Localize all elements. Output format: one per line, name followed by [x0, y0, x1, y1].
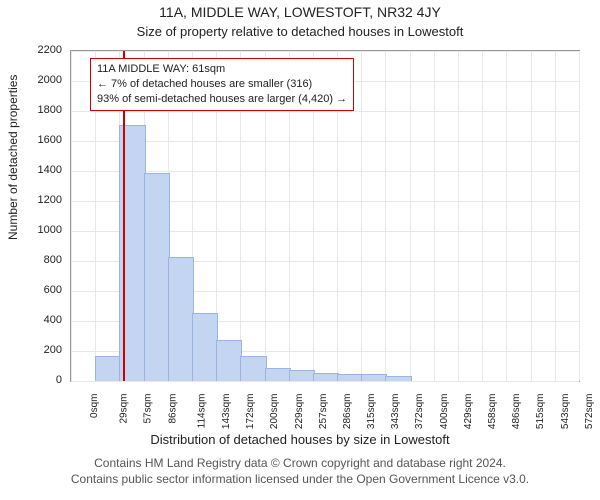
y-tick: 2000: [0, 74, 62, 86]
x-tick: 143sqm: [221, 394, 232, 430]
bar: [240, 356, 266, 381]
bar: [361, 374, 387, 381]
annotation-line-2: ← 7% of detached houses are smaller (316…: [97, 77, 347, 92]
x-tick: 486sqm: [511, 394, 522, 430]
x-tick: 86sqm: [167, 394, 178, 424]
y-tick: 1800: [0, 104, 62, 116]
bar: [265, 368, 291, 381]
y-tick: 2200: [0, 44, 62, 56]
y-axis-label: Number of detached properties: [6, 75, 20, 240]
y-tick: 800: [0, 254, 62, 266]
x-tick: 257sqm: [318, 394, 329, 430]
x-tick: 372sqm: [415, 394, 426, 430]
x-tick: 229sqm: [294, 394, 305, 430]
x-tick: 429sqm: [463, 394, 474, 430]
y-tick: 1400: [0, 164, 62, 176]
bar: [168, 257, 194, 381]
bar: [144, 173, 170, 381]
x-axis-label: Distribution of detached houses by size …: [0, 432, 600, 447]
x-tick: 200sqm: [269, 394, 280, 430]
x-tick: 315sqm: [366, 394, 377, 430]
x-tick: 114sqm: [196, 394, 207, 429]
y-tick: 1000: [0, 224, 62, 236]
bar: [289, 370, 315, 382]
annotation-line-1: 11A MIDDLE WAY: 61sqm: [97, 62, 347, 77]
x-tick: 286sqm: [342, 394, 353, 430]
bar: [216, 340, 242, 382]
bar: [192, 313, 218, 382]
x-tick: 400sqm: [439, 394, 450, 430]
annotation-line-3: 93% of semi-detached houses are larger (…: [97, 92, 347, 107]
x-tick: 57sqm: [143, 394, 154, 424]
chart-page: { "title":"11A, MIDDLE WAY, LOWESTOFT, N…: [0, 0, 600, 500]
bar: [95, 356, 121, 381]
chart-subtitle: Size of property relative to detached ho…: [0, 24, 600, 39]
y-tick: 0: [0, 374, 62, 386]
x-tick: 515sqm: [536, 394, 547, 430]
credit-line-1: Contains HM Land Registry data © Crown c…: [0, 456, 600, 470]
x-tick: 543sqm: [560, 394, 571, 430]
credit-line-2: Contains public sector information licen…: [0, 472, 600, 486]
x-tick: 572sqm: [584, 394, 595, 430]
bar: [337, 374, 363, 381]
y-tick: 1200: [0, 194, 62, 206]
y-tick: 600: [0, 284, 62, 296]
bar: [313, 373, 339, 382]
chart-title: 11A, MIDDLE WAY, LOWESTOFT, NR32 4JY: [0, 4, 600, 20]
y-tick: 400: [0, 314, 62, 326]
x-tick: 458sqm: [487, 394, 498, 430]
y-tick: 1600: [0, 134, 62, 146]
x-tick: 0sqm: [89, 394, 100, 418]
y-tick: 200: [0, 344, 62, 356]
x-tick: 29sqm: [119, 394, 130, 424]
annotation-box: 11A MIDDLE WAY: 61sqm ← 7% of detached h…: [90, 58, 354, 111]
x-tick: 172sqm: [245, 394, 256, 430]
bar: [385, 376, 411, 382]
x-tick: 343sqm: [390, 394, 401, 430]
